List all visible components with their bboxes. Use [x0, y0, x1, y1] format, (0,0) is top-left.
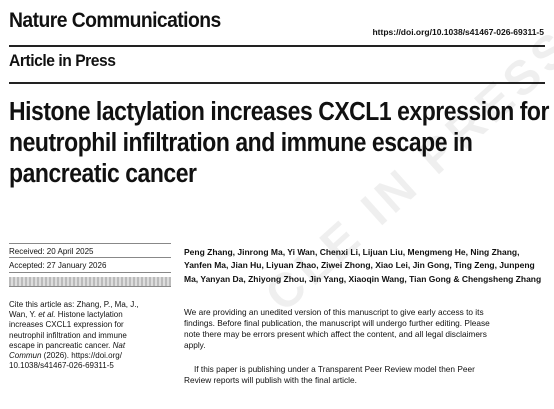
article-title: Histone lactylation increases CXCL1 expr… [9, 97, 549, 190]
peer-review-notice: If this paper is publishing under a Tran… [184, 364, 536, 386]
citation-line: 10.1038/s41467-026-69311-5 [9, 361, 114, 371]
citation-line: Commun (2026). https://doi.org/ [9, 351, 122, 361]
notice-line: Review reports will publish with the fin… [184, 374, 357, 385]
accepted-date: Accepted: 27 January 2026 [9, 258, 171, 273]
section-label: Article in Press [9, 51, 116, 70]
notice-line: note there may be errors present which a… [184, 328, 487, 339]
citation-line: Cite this article as: Zhang, P., Ma, J., [9, 300, 139, 309]
notice-line: We are providing an unedited version of … [184, 307, 484, 317]
header-rule [9, 45, 545, 47]
title-line: pancreatic cancer [9, 160, 197, 188]
author-line: Yanfen Ma, Jian Hu, Liyuan Zhao, Ziwei Z… [184, 260, 535, 271]
journal-name: Nature Communications [9, 9, 221, 32]
notice-line: If this paper is publishing under a Tran… [194, 364, 475, 374]
citation-line: neutrophil infiltration and immune [9, 330, 127, 340]
doi-link[interactable]: https://doi.org/10.1038/s41467-026-69311… [372, 27, 544, 37]
received-date: Received: 20 April 2025 [9, 243, 171, 258]
citation: Cite this article as: Zhang, P., Ma, J.,… [9, 300, 167, 371]
unedited-notice: We are providing an unedited version of … [184, 307, 536, 351]
author-list: Peng Zhang, Jinrong Ma, Yi Wan, Chenxi L… [184, 246, 554, 286]
title-line: neutrophil infiltration and immune escap… [9, 129, 473, 157]
title-line: Histone lactylation increases CXCL1 expr… [9, 98, 549, 126]
author-line: Peng Zhang, Jinrong Ma, Yi Wan, Chenxi L… [184, 247, 520, 257]
citation-line: Wan, Y. et al. Histone lactylation [9, 310, 123, 320]
section-rule [9, 82, 545, 84]
citation-line: escape in pancreatic cancer. Nat [9, 340, 126, 350]
notice-line: findings. Before final publication, the … [184, 317, 490, 328]
redacted-bar [9, 277, 171, 287]
notice-line: apply. [184, 339, 206, 350]
citation-line: increases CXCL1 expression for [9, 320, 124, 330]
author-line: Ma, Yanyan Da, Zhiyong Zhou, Jin Yang, X… [184, 273, 542, 284]
article-dates: Received: 20 April 2025 Accepted: 27 Jan… [9, 243, 171, 287]
